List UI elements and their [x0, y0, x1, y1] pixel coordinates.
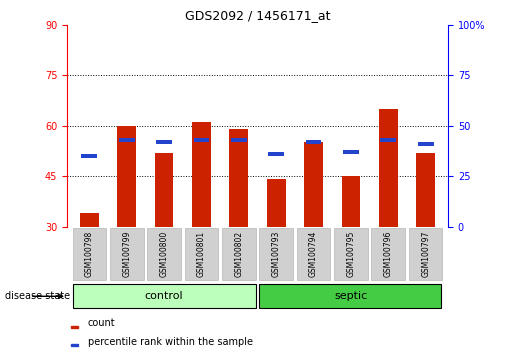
- Bar: [156, 140, 172, 144]
- Text: septic: septic: [334, 291, 368, 301]
- Bar: [409, 228, 442, 280]
- Bar: [185, 228, 218, 280]
- Bar: [381, 138, 396, 142]
- Bar: [260, 228, 293, 280]
- Bar: [231, 138, 247, 142]
- Text: GSM100796: GSM100796: [384, 231, 393, 277]
- Bar: [304, 143, 323, 227]
- Bar: [371, 228, 405, 280]
- Bar: [81, 154, 97, 158]
- Bar: [267, 179, 285, 227]
- Text: GSM100801: GSM100801: [197, 231, 206, 277]
- Bar: [117, 126, 136, 227]
- Bar: [71, 326, 78, 328]
- Bar: [305, 140, 321, 144]
- Bar: [154, 153, 174, 227]
- Bar: [341, 176, 360, 227]
- Text: GSM100793: GSM100793: [272, 231, 281, 277]
- Bar: [222, 228, 255, 280]
- Bar: [260, 284, 440, 308]
- Bar: [71, 344, 78, 346]
- Bar: [73, 228, 106, 280]
- Text: GSM100797: GSM100797: [421, 231, 430, 277]
- Text: disease state: disease state: [5, 291, 70, 301]
- Text: GSM100799: GSM100799: [122, 231, 131, 277]
- Bar: [192, 122, 211, 227]
- Bar: [297, 228, 330, 280]
- Bar: [194, 138, 210, 142]
- Bar: [334, 228, 368, 280]
- Bar: [110, 228, 144, 280]
- Text: GDS2092 / 1456171_at: GDS2092 / 1456171_at: [185, 9, 330, 22]
- Text: GSM100800: GSM100800: [160, 231, 168, 277]
- Bar: [268, 152, 284, 156]
- Text: GSM100794: GSM100794: [309, 231, 318, 277]
- Text: count: count: [88, 318, 115, 329]
- Text: control: control: [145, 291, 183, 301]
- Bar: [147, 228, 181, 280]
- Bar: [73, 284, 255, 308]
- Bar: [418, 142, 434, 146]
- Bar: [379, 109, 398, 227]
- Bar: [416, 153, 435, 227]
- Text: GSM100795: GSM100795: [347, 231, 355, 277]
- Text: GSM100798: GSM100798: [85, 231, 94, 277]
- Bar: [343, 150, 359, 154]
- Bar: [119, 138, 134, 142]
- Bar: [230, 129, 248, 227]
- Bar: [80, 213, 99, 227]
- Text: percentile rank within the sample: percentile rank within the sample: [88, 337, 253, 347]
- Text: GSM100802: GSM100802: [234, 231, 243, 277]
